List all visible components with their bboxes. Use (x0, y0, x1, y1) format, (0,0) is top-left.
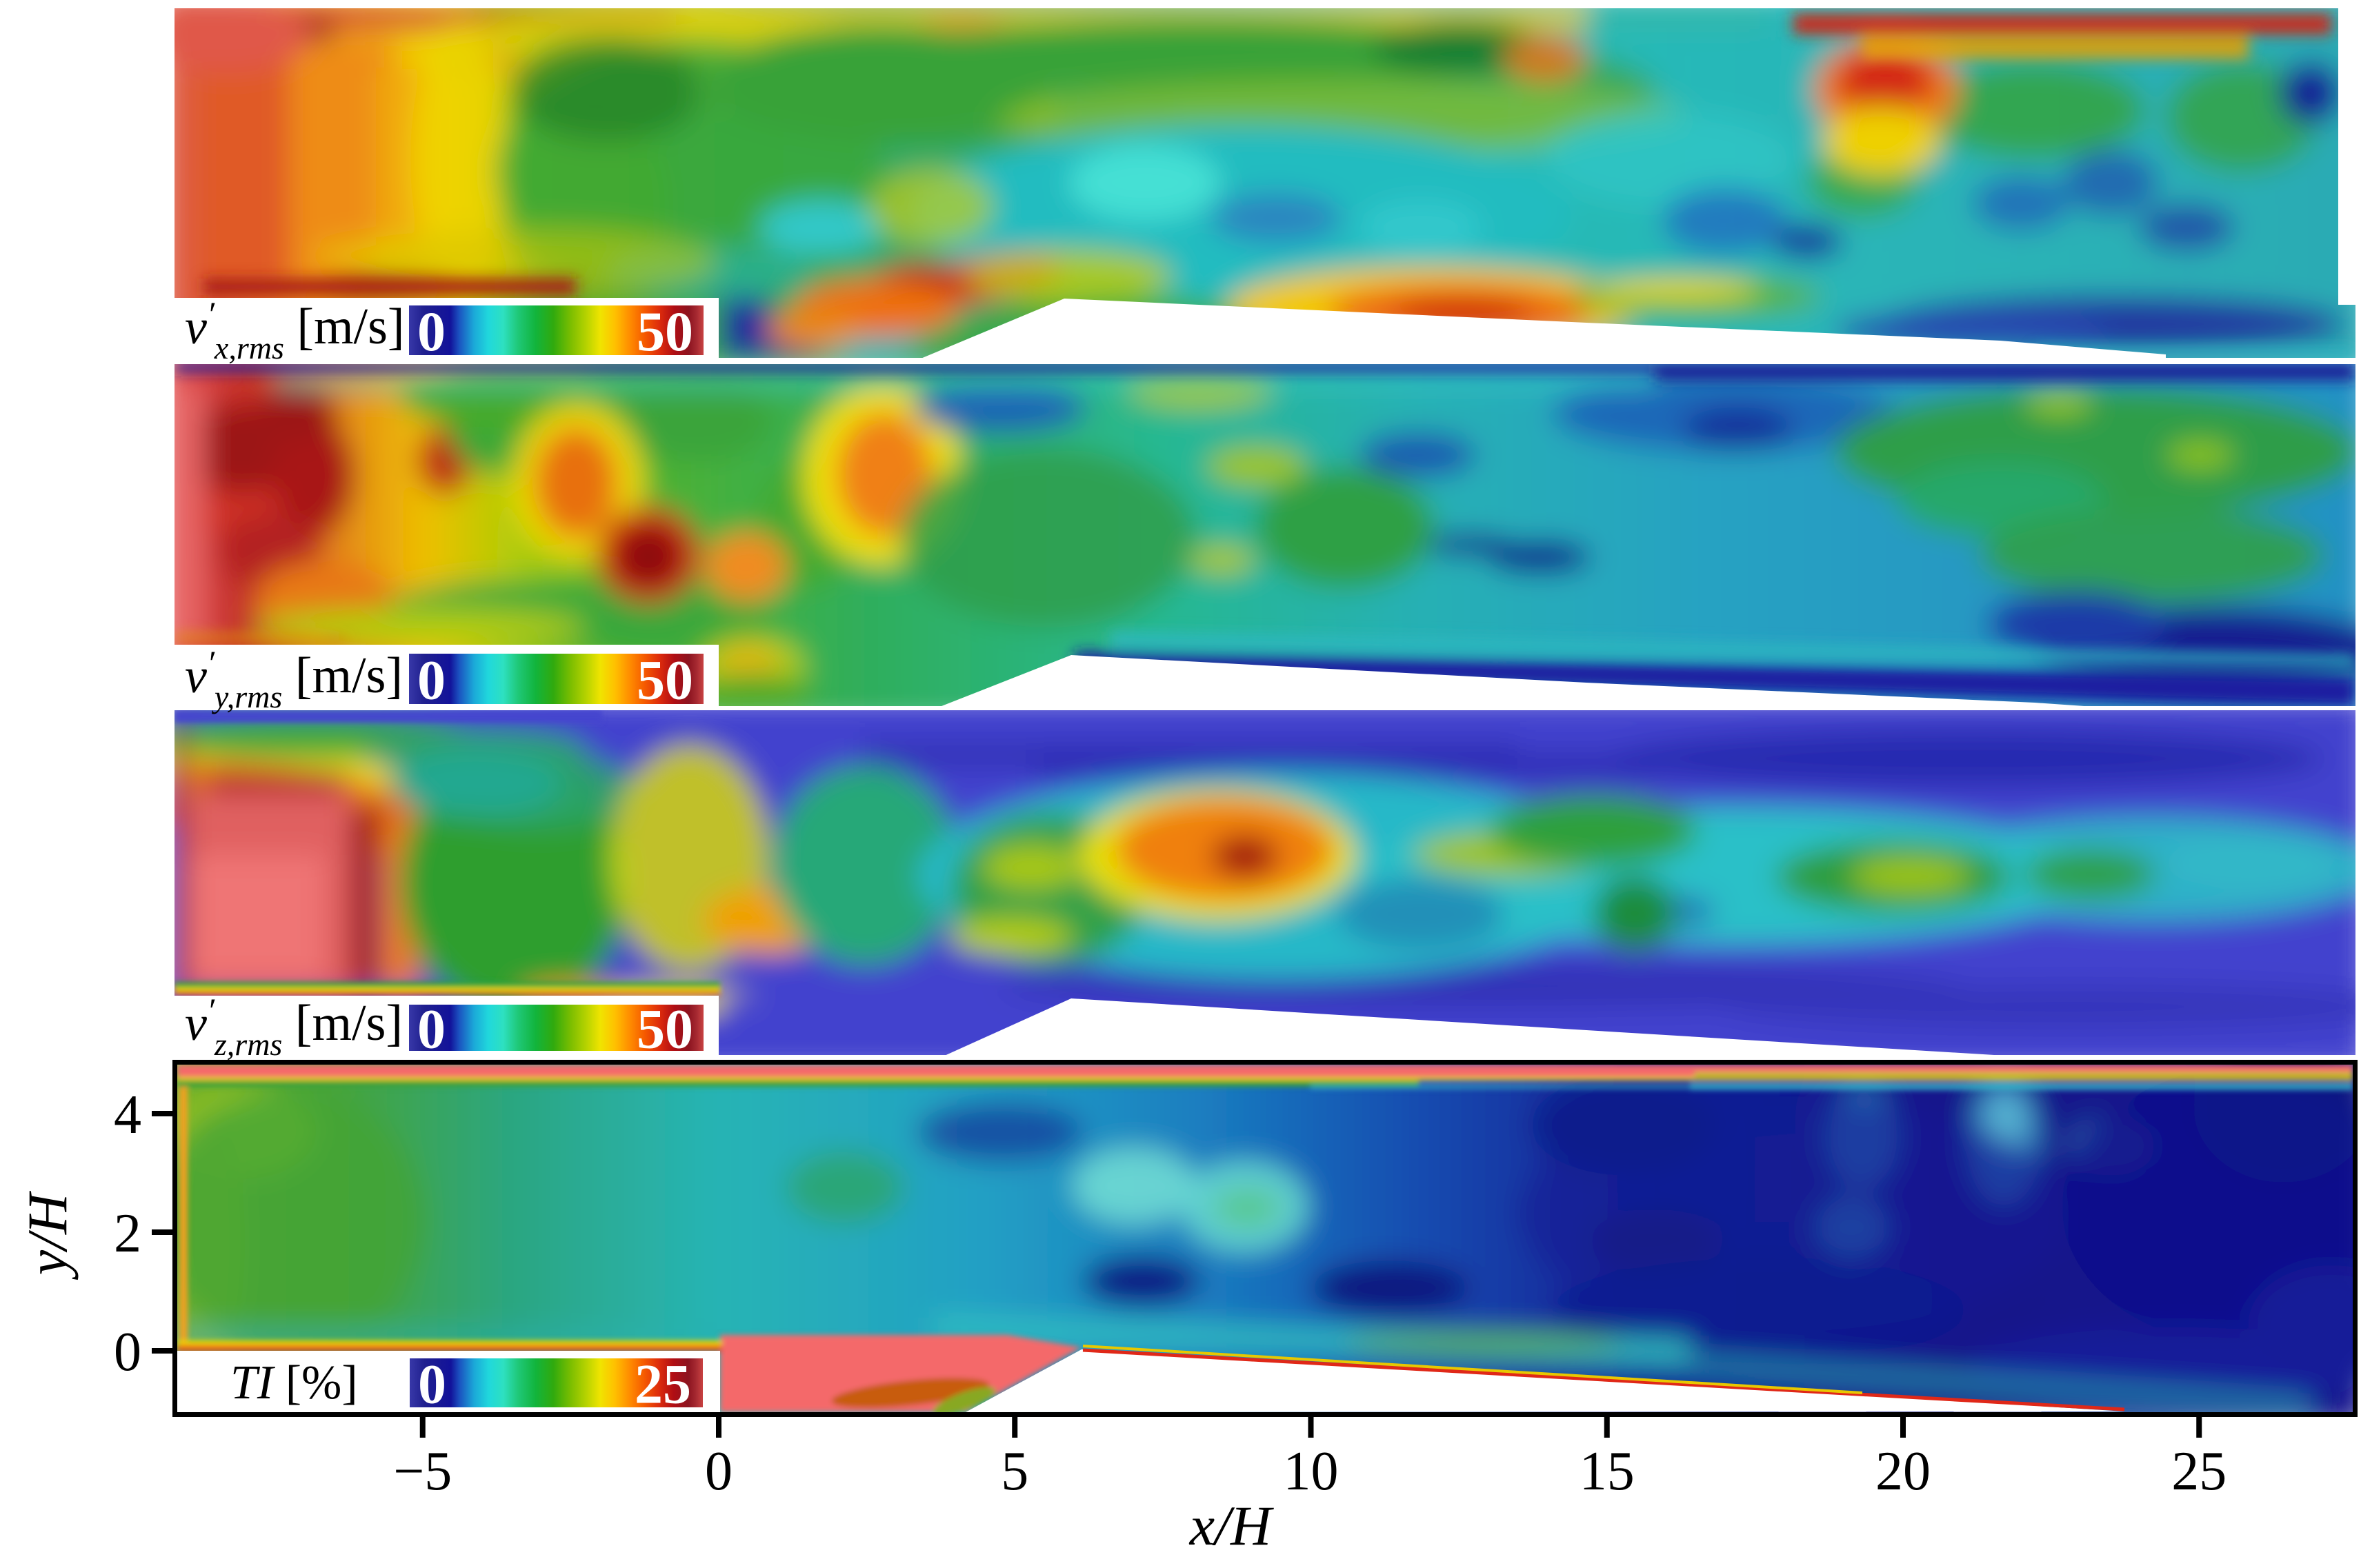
svg-text:4: 4 (114, 1085, 141, 1145)
svg-text:15: 15 (1580, 1441, 1635, 1502)
svg-text:0: 0 (418, 1353, 446, 1416)
svg-text:10: 10 (1284, 1441, 1339, 1502)
svg-text:0: 0 (417, 998, 446, 1061)
svg-text:50: 50 (637, 998, 693, 1061)
svg-text:2: 2 (114, 1203, 141, 1264)
svg-text:x/H: x/H (1189, 1494, 1274, 1557)
svg-text:20: 20 (1875, 1441, 1931, 1502)
svg-text:−5: −5 (393, 1441, 452, 1502)
svg-text:v′x,rms [m/s]: v′x,rms [m/s] (185, 294, 405, 365)
svg-text:25: 25 (2171, 1441, 2226, 1502)
svg-text:0: 0 (417, 300, 446, 363)
svg-text:v′z,rms [m/s]: v′z,rms [m/s] (185, 991, 403, 1062)
svg-text:5: 5 (1001, 1441, 1028, 1502)
svg-text:0: 0 (114, 1322, 141, 1383)
svg-text:50: 50 (637, 300, 693, 363)
svg-text:0: 0 (705, 1441, 733, 1502)
svg-text:TI [%]: TI [%] (230, 1356, 358, 1409)
svg-text:50: 50 (637, 649, 693, 712)
svg-text:25: 25 (635, 1353, 691, 1416)
svg-text:0: 0 (417, 649, 446, 712)
svg-text:y/H: y/H (16, 1191, 79, 1280)
